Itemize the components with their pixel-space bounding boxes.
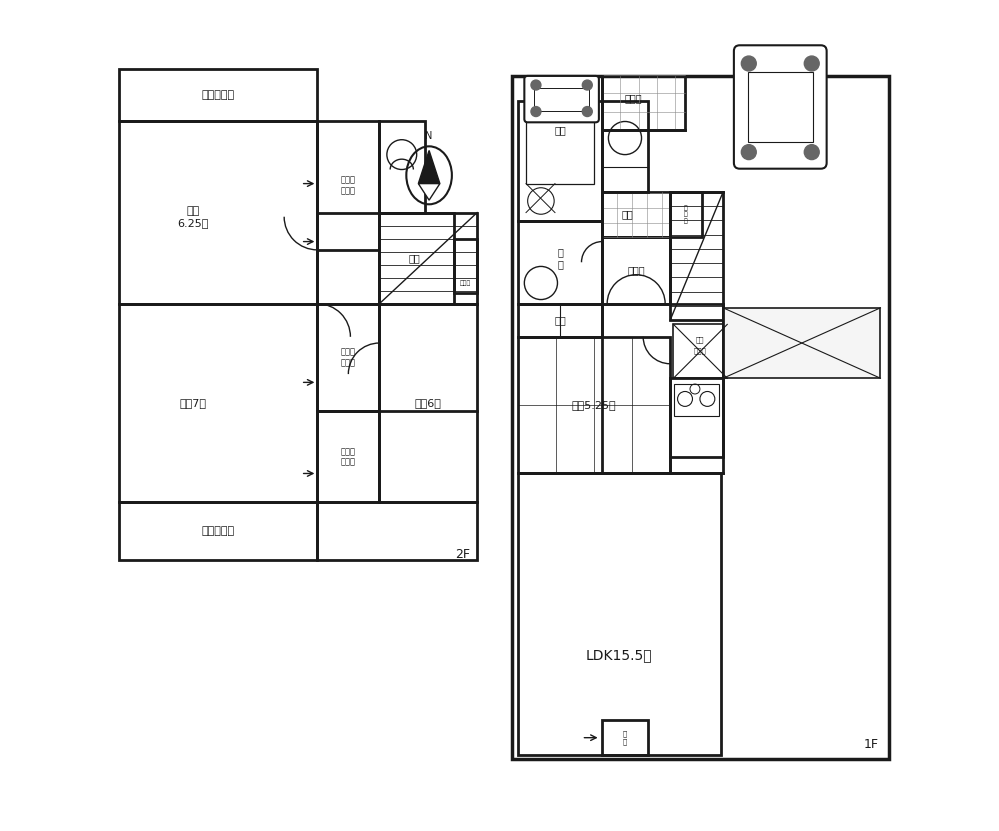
Text: 洋室
6.25帖: 洋室 6.25帖 (178, 206, 209, 228)
Bar (670, 378, 723, 457)
Bar (380, 213, 454, 303)
Bar (602, 720, 647, 755)
Text: ホール: ホール (627, 266, 645, 276)
Polygon shape (419, 150, 440, 184)
Text: N: N (426, 131, 433, 141)
Text: LDK15.5帖: LDK15.5帖 (585, 649, 652, 662)
Circle shape (531, 106, 540, 116)
Text: 和室5.25帖: 和室5.25帖 (571, 401, 616, 411)
Text: 押入: 押入 (554, 315, 565, 325)
Text: クロー
ゼット: クロー ゼット (341, 348, 356, 367)
Circle shape (582, 106, 592, 116)
Bar (526, 111, 594, 184)
Text: 物
入: 物 入 (622, 730, 627, 745)
Bar (318, 303, 380, 411)
Text: 下
駄
箱: 下 駄 箱 (684, 205, 687, 224)
Text: バルコニー: バルコニー (202, 90, 235, 100)
Bar (602, 101, 647, 192)
Text: 収納庫: 収納庫 (694, 347, 706, 354)
Text: バルコニー: バルコニー (202, 527, 235, 537)
Text: クロー
ゼット: クロー ゼット (341, 175, 356, 195)
Bar (380, 121, 425, 213)
Bar (380, 303, 478, 503)
Text: ポーチ: ポーチ (624, 93, 642, 103)
Text: 浴室: 浴室 (554, 125, 565, 135)
Circle shape (804, 56, 819, 71)
Circle shape (531, 80, 540, 90)
Text: 玄関: 玄関 (621, 209, 633, 219)
Bar (602, 76, 685, 130)
Bar (534, 87, 589, 111)
Bar (119, 69, 318, 121)
Text: 1F: 1F (864, 738, 879, 750)
Bar (517, 221, 602, 303)
Bar (454, 239, 478, 293)
Text: クロー
ゼット: クロー ゼット (341, 447, 356, 467)
Bar (674, 384, 719, 416)
Bar (670, 192, 723, 320)
Circle shape (741, 56, 756, 71)
Bar (517, 474, 720, 755)
Text: 2F: 2F (456, 548, 471, 561)
Bar (748, 71, 812, 142)
Text: 廊下: 廊下 (409, 253, 420, 263)
Bar (119, 503, 318, 560)
Bar (318, 121, 380, 250)
Bar (318, 503, 478, 560)
Bar (723, 307, 880, 378)
Polygon shape (419, 184, 440, 200)
Bar (318, 411, 380, 503)
Bar (602, 192, 670, 238)
Circle shape (741, 145, 756, 160)
Bar (673, 324, 727, 378)
Bar (511, 76, 889, 760)
Bar (517, 101, 602, 221)
Bar (119, 303, 318, 503)
FancyBboxPatch shape (734, 45, 826, 169)
Text: 洋室7帖: 洋室7帖 (180, 398, 207, 408)
Circle shape (582, 80, 592, 90)
Text: 洋室6帖: 洋室6帖 (415, 398, 442, 408)
Bar (517, 303, 602, 337)
Bar (670, 192, 701, 238)
Text: 洗
面: 洗 面 (557, 248, 562, 269)
Bar (380, 213, 478, 303)
FancyBboxPatch shape (524, 76, 598, 122)
Text: ニッチ: ニッチ (460, 280, 472, 286)
Circle shape (804, 145, 819, 160)
Text: 床下: 床下 (696, 336, 704, 342)
Bar (517, 337, 670, 474)
Bar (602, 238, 670, 303)
Bar (119, 121, 318, 303)
